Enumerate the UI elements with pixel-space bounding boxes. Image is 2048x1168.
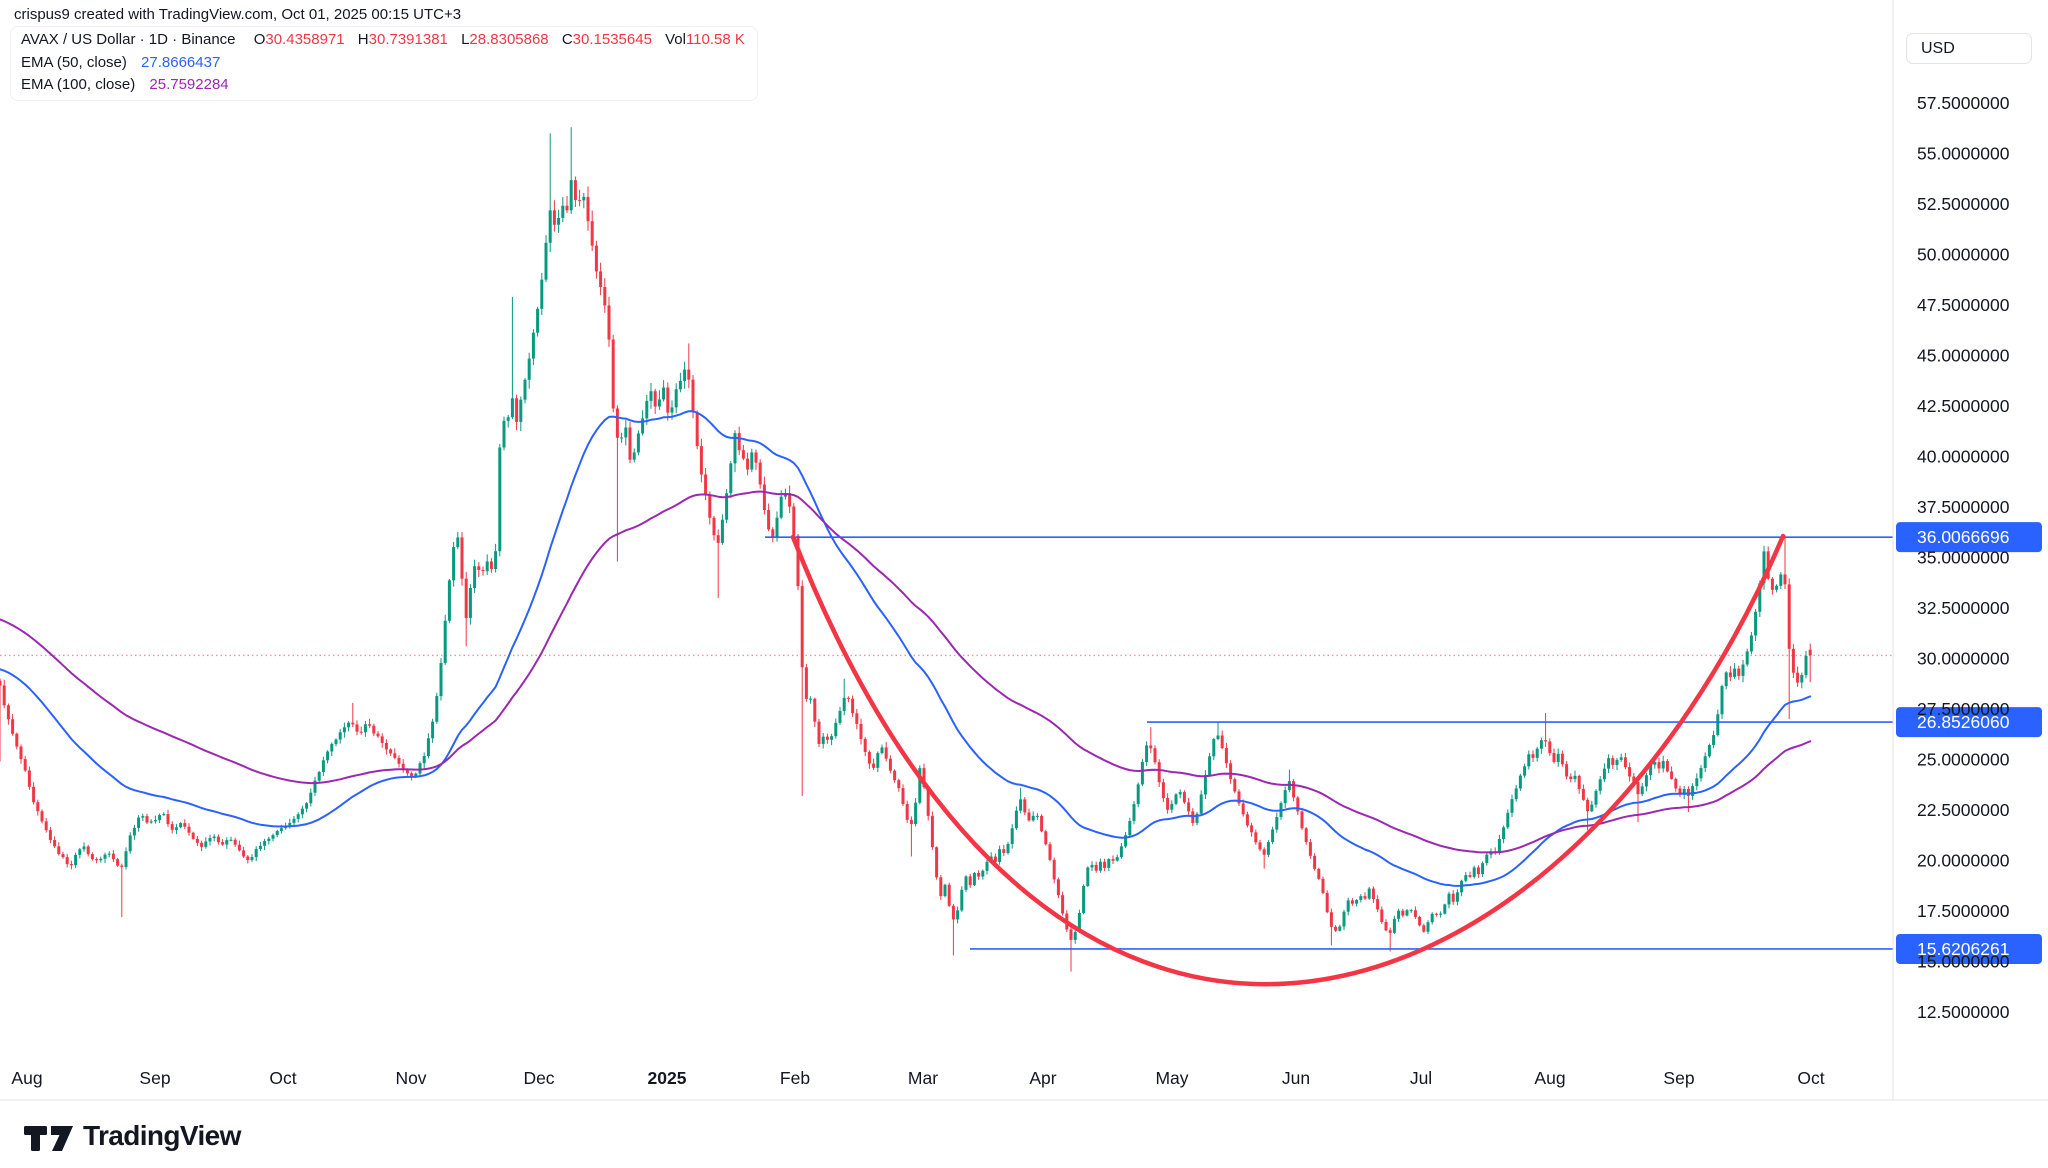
time-axis-label: Jun [1282, 1068, 1310, 1088]
tradingview-logo-text: TradingView [83, 1120, 241, 1151]
price-line-badge[interactable] [1896, 522, 2042, 553]
price-axis-label: 20.0000000 [1917, 851, 2010, 871]
tradingview-logo-icon [24, 1126, 73, 1151]
tradingview-logo[interactable]: TradingView [22, 1118, 241, 1154]
low-label: L [461, 31, 470, 48]
price-axis-label: 55.0000000 [1917, 144, 2010, 164]
ema-50-line[interactable] [0, 410, 1812, 887]
ema100-legend-row[interactable]: EMA (100, close) 25.7592284 [21, 77, 745, 93]
price-axis-label: 42.5000000 [1917, 396, 2010, 416]
price-axis-label: 17.5000000 [1917, 901, 2010, 921]
time-axis-label: 2025 [648, 1068, 687, 1088]
price-axis-label: 52.5000000 [1917, 194, 2010, 214]
price-axis-label: 32.5000000 [1917, 598, 2010, 618]
time-axis-label: Oct [1797, 1068, 1824, 1088]
watermark-attribution: crispus9 created with TradingView.com, O… [14, 6, 462, 23]
time-axis-label: Aug [11, 1068, 42, 1088]
trend-curve-drawing[interactable] [790, 533, 1786, 987]
high-label: H [357, 31, 369, 48]
price-axis-label: 37.5000000 [1917, 497, 2010, 517]
price-axis-label: 45.0000000 [1917, 346, 2010, 366]
low-value: 28.8305868 [469, 31, 549, 48]
volume-label: Vol [665, 31, 686, 48]
close-label: C [561, 31, 573, 48]
price-axis-label: 30.0000000 [1917, 649, 2010, 669]
time-axis-label: Apr [1029, 1068, 1056, 1088]
price-axis-label: 15.0000000 [1917, 952, 2010, 972]
price-axis-label: 50.0000000 [1917, 245, 2010, 265]
price-axis-label: 27.5000000 [1917, 699, 2010, 719]
price-line-badge-value: 26.8526060 [1917, 712, 2010, 732]
time-axis-label: Feb [780, 1068, 810, 1088]
close-value: 30.1535645 [572, 31, 652, 48]
price-line-badge-value: 36.0066696 [1917, 527, 2009, 547]
time-axis-label: Aug [1534, 1068, 1565, 1088]
ema50-label: EMA (50, close) [21, 53, 127, 71]
open-value: 30.4358971 [265, 31, 345, 48]
price-line-badge[interactable] [1896, 707, 2042, 738]
price-line-badge[interactable] [1896, 933, 2042, 964]
ema-100-line[interactable] [0, 490, 1812, 854]
pane-legend: AVAX / US Dollar · 1D · Binance O30.4358… [10, 26, 758, 101]
symbol-title[interactable]: AVAX / US Dollar · 1D · Binance [21, 31, 236, 48]
ema100-label: EMA (100, close) [21, 76, 136, 93]
price-line-badge-value: 15.6206261 [1917, 939, 2009, 959]
time-axis-label: Sep [139, 1068, 170, 1088]
price-axis-label: 22.5000000 [1917, 800, 2010, 820]
volume-value: 110.58 K [685, 31, 745, 48]
time-axis-label: Oct [269, 1068, 296, 1088]
time-axis-label: Mar [908, 1068, 938, 1088]
time-axis-label: Nov [395, 1068, 426, 1088]
price-axis-label: 57.5000000 [1917, 93, 2010, 113]
ema50-legend-row[interactable]: EMA (50, close) 27.8666437 [21, 53, 745, 71]
time-axis-label: Dec [523, 1068, 554, 1088]
ema50-value: 27.8666437 [141, 53, 221, 71]
currency-button[interactable]: USD [1906, 33, 2032, 64]
price-axis[interactable]: 57.5000000 55.0000000 52.5000000 50.0000000… [1917, 93, 2010, 1022]
open-label: O [253, 31, 266, 48]
ema100-value: 25.7592284 [149, 76, 229, 93]
price-axis-label: 12.5000000 [1917, 1002, 2010, 1022]
price-axis-label: 25.0000000 [1917, 750, 2010, 770]
high-value: 30.7391381 [368, 31, 448, 48]
time-axis-label: Jul [1410, 1068, 1432, 1088]
time-axis[interactable]: Aug Sep Oct Nov Dec 2025 Feb Mar Apr May Jun Jul Aug… [11, 1068, 1824, 1088]
price-axis-label: 40.0000000 [1917, 447, 2010, 467]
time-axis-label: Sep [1663, 1068, 1694, 1088]
candlestick-series[interactable] [0, 127, 1812, 972]
time-axis-label: May [1155, 1068, 1188, 1088]
symbol-legend-row[interactable]: AVAX / US Dollar · 1D · Binance O30.4358… [21, 32, 745, 48]
price-axis-label: 47.5000000 [1917, 295, 2010, 315]
price-axis-label: 35.0000000 [1917, 548, 2010, 568]
